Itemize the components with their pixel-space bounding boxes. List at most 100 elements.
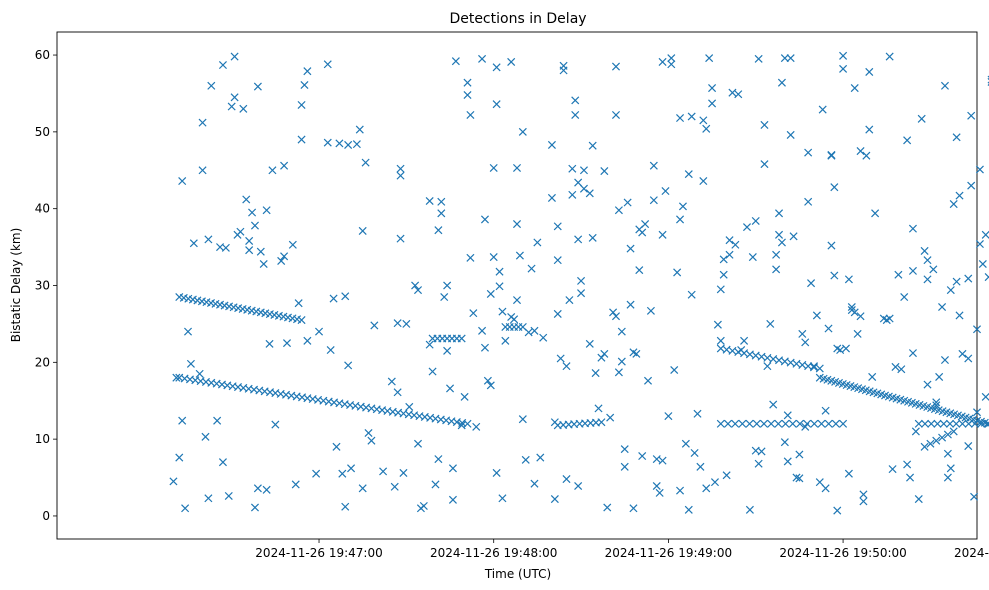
data-point-348 — [463, 90, 472, 100]
data-point-284 — [288, 240, 297, 249]
data-point-455 — [667, 54, 676, 63]
data-point-376 — [515, 251, 524, 260]
data-point-580 — [923, 256, 932, 265]
x-tick-label-3: 2024-11-26 19:50:00 — [779, 546, 906, 560]
data-point-599 — [958, 349, 967, 358]
data-point-560 — [871, 209, 880, 218]
data-point-343 — [448, 495, 457, 504]
data-point-572 — [906, 473, 915, 482]
data-point-305 — [347, 464, 356, 473]
data-point-327 — [413, 439, 423, 448]
data-point-556 — [862, 151, 871, 160]
data-point-103 — [597, 418, 606, 427]
data-point-234 — [938, 433, 947, 442]
data-point-432 — [623, 198, 632, 207]
data-point-330 — [425, 196, 434, 206]
data-point-354 — [478, 326, 487, 335]
data-point-607 — [972, 325, 982, 334]
data-point-240 — [178, 416, 187, 425]
data-point-396 — [559, 61, 568, 70]
data-point-453 — [661, 186, 670, 196]
data-point-269 — [250, 503, 259, 512]
data-point-505 — [772, 250, 781, 259]
data-point-465 — [684, 170, 693, 179]
data-point-374 — [512, 163, 522, 172]
data-point-552 — [856, 312, 865, 321]
data-point-319 — [396, 164, 405, 173]
data-point-474 — [702, 484, 711, 493]
data-point-504 — [769, 400, 778, 409]
data-point-242 — [181, 504, 190, 513]
data-point-494 — [748, 253, 757, 262]
data-point-314 — [379, 467, 388, 476]
data-point-563 — [885, 314, 894, 323]
data-point-528 — [812, 311, 821, 320]
data-point-355 — [480, 215, 489, 224]
data-point-294 — [323, 60, 332, 69]
data-point-177 — [788, 419, 797, 428]
data-point-421 — [606, 413, 615, 422]
data-point-263 — [236, 227, 245, 236]
data-point-447 — [652, 481, 661, 491]
data-point-588 — [940, 81, 949, 90]
data-point-174 — [767, 419, 776, 428]
y-tick-label-1: 10 — [35, 432, 50, 446]
data-point-585 — [932, 401, 941, 410]
data-point-173 — [759, 419, 768, 428]
data-point-178 — [795, 419, 804, 428]
data-point-611 — [981, 230, 989, 239]
data-point-438 — [635, 266, 644, 275]
data-point-345 — [457, 421, 466, 430]
data-point-589 — [940, 355, 949, 365]
data-point-196 — [983, 419, 989, 428]
data-point-501 — [760, 120, 769, 129]
data-point-430 — [620, 445, 629, 454]
data-point-258 — [224, 491, 233, 501]
data-point-385 — [536, 453, 545, 462]
data-point-274 — [259, 259, 268, 269]
data-point-353 — [478, 54, 487, 63]
data-point-316 — [390, 482, 399, 491]
data-point-27 — [297, 316, 306, 325]
data-point-510 — [777, 238, 786, 247]
data-point-483 — [719, 255, 728, 264]
data-point-610 — [978, 259, 987, 269]
data-point-575 — [908, 224, 917, 233]
data-point-544 — [841, 344, 851, 353]
data-point-265 — [242, 195, 251, 204]
data-point-304 — [344, 140, 353, 149]
data-point-267 — [245, 236, 254, 245]
data-point-336 — [437, 209, 446, 218]
data-point-256 — [218, 458, 227, 467]
data-point-389 — [550, 495, 559, 504]
data-point-235 — [943, 430, 952, 439]
data-point-460 — [676, 215, 685, 224]
data-point-464 — [684, 505, 693, 514]
data-point-325 — [411, 281, 420, 290]
data-point-567 — [894, 270, 903, 279]
y-tick-label-4: 40 — [35, 202, 50, 216]
data-point-551 — [853, 329, 862, 338]
chart-title: Detections in Delay — [449, 11, 586, 27]
data-point-434 — [626, 244, 635, 253]
data-point-431 — [620, 462, 629, 471]
data-point-555 — [859, 497, 868, 506]
y-tick-label-2: 20 — [35, 355, 50, 369]
data-point-448 — [652, 455, 661, 464]
data-point-320 — [396, 171, 405, 180]
data-point-275 — [262, 485, 271, 494]
data-point-360 — [489, 163, 498, 172]
data-point-604 — [967, 111, 976, 120]
data-point-380 — [524, 328, 533, 337]
data-point-382 — [530, 326, 539, 335]
data-point-470 — [696, 462, 705, 471]
data-point-193 — [964, 419, 973, 428]
data-point-251 — [204, 494, 213, 503]
data-point-394 — [556, 354, 565, 363]
data-point-586 — [935, 372, 944, 381]
data-point-361 — [489, 253, 498, 262]
data-point-383 — [530, 479, 539, 488]
data-point-530 — [818, 105, 827, 114]
data-point-244 — [186, 359, 195, 368]
data-point-402 — [571, 96, 580, 105]
